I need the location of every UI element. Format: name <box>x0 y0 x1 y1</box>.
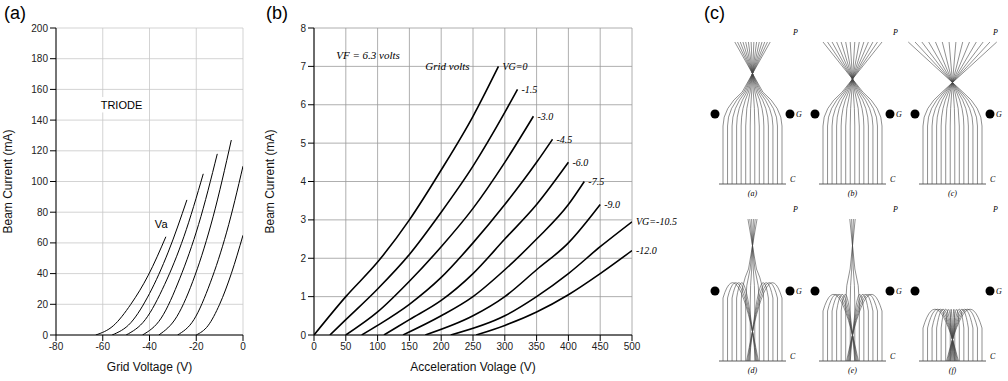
svg-text:C: C <box>790 175 796 184</box>
svg-text:7: 7 <box>300 61 306 72</box>
svg-text:5: 5 <box>300 138 306 149</box>
svg-text:8: 8 <box>300 23 306 34</box>
svg-text:300: 300 <box>496 341 513 352</box>
svg-text:0: 0 <box>42 330 48 341</box>
svg-text:VG=0: VG=0 <box>502 61 527 72</box>
svg-text:TRIODE: TRIODE <box>101 99 143 111</box>
svg-text:C: C <box>990 352 996 361</box>
svg-text:0: 0 <box>240 341 246 352</box>
svg-text:G: G <box>996 287 1002 296</box>
svg-text:P: P <box>792 205 798 214</box>
svg-text:(f): (f) <box>949 366 957 375</box>
svg-text:P: P <box>892 28 898 37</box>
svg-text:-40: -40 <box>142 341 157 352</box>
svg-text:100: 100 <box>369 341 386 352</box>
svg-text:120: 120 <box>31 145 48 156</box>
svg-text:P: P <box>992 28 998 37</box>
svg-text:C: C <box>890 352 896 361</box>
svg-text:160: 160 <box>31 84 48 95</box>
svg-text:1: 1 <box>300 291 306 302</box>
svg-text:200: 200 <box>31 23 48 34</box>
svg-text:3: 3 <box>300 214 306 225</box>
svg-text:VF = 6.3 volts: VF = 6.3 volts <box>336 49 400 61</box>
svg-text:(b): (b) <box>848 189 858 198</box>
svg-text:P: P <box>892 205 898 214</box>
svg-text:-4.5: -4.5 <box>557 134 573 145</box>
svg-text:(d): (d) <box>748 366 758 375</box>
svg-text:50: 50 <box>340 341 352 352</box>
svg-text:4: 4 <box>300 176 306 187</box>
html-text:(c): (c) <box>704 3 725 23</box>
svg-text:G: G <box>896 110 902 119</box>
svg-text:Va: Va <box>155 218 169 230</box>
svg-text:140: 140 <box>31 115 48 126</box>
svg-text:20: 20 <box>37 299 49 310</box>
svg-text:G: G <box>896 287 902 296</box>
svg-text:450: 450 <box>592 341 609 352</box>
svg-text:-1.5: -1.5 <box>522 84 538 95</box>
svg-text:500: 500 <box>624 341 641 352</box>
svg-text:(a): (a) <box>748 189 758 198</box>
svg-text:Beam Current (mA): Beam Current (mA) <box>1 129 15 233</box>
svg-text:Beam Current (mA): Beam Current (mA) <box>263 129 277 233</box>
svg-text:Acceleration Volage (V): Acceleration Volage (V) <box>410 360 535 374</box>
svg-text:-3.0: -3.0 <box>537 111 553 122</box>
svg-text:G: G <box>796 287 802 296</box>
svg-text:P: P <box>992 205 998 214</box>
svg-text:-9.0: -9.0 <box>604 199 620 210</box>
svg-text:-20: -20 <box>189 341 204 352</box>
svg-text:C: C <box>890 175 896 184</box>
svg-text:0: 0 <box>311 341 317 352</box>
svg-text:-7.5: -7.5 <box>588 176 604 187</box>
svg-text:100: 100 <box>31 176 48 187</box>
svg-text:G: G <box>796 110 802 119</box>
svg-text:P: P <box>792 28 798 37</box>
svg-text:-80: -80 <box>49 341 64 352</box>
svg-text:(e): (e) <box>848 366 857 375</box>
svg-text:6: 6 <box>300 99 306 110</box>
svg-text:250: 250 <box>465 341 482 352</box>
svg-text:350: 350 <box>528 341 545 352</box>
svg-text:-6.0: -6.0 <box>572 157 588 168</box>
svg-text:0: 0 <box>300 330 306 341</box>
svg-text:G: G <box>996 110 1002 119</box>
svg-text:180: 180 <box>31 53 48 64</box>
svg-text:60: 60 <box>37 237 49 248</box>
svg-text:40: 40 <box>37 268 49 279</box>
svg-text:80: 80 <box>37 207 49 218</box>
svg-text:150: 150 <box>401 341 418 352</box>
svg-text:400: 400 <box>560 341 577 352</box>
svg-text:-12.0: -12.0 <box>636 245 657 256</box>
svg-text:VG=-10.5: VG=-10.5 <box>636 216 677 227</box>
svg-text:Grid volts: Grid volts <box>425 60 469 72</box>
svg-text:-60: -60 <box>96 341 111 352</box>
svg-text:2: 2 <box>300 253 306 264</box>
html-text:(a): (a) <box>4 3 26 23</box>
svg-text:C: C <box>790 352 796 361</box>
svg-text:(c): (c) <box>948 189 957 198</box>
svg-text:Grid Voltage (V): Grid Voltage (V) <box>107 360 192 374</box>
svg-text:200: 200 <box>433 341 450 352</box>
svg-text:C: C <box>990 175 996 184</box>
html-text:(b): (b) <box>266 3 288 23</box>
